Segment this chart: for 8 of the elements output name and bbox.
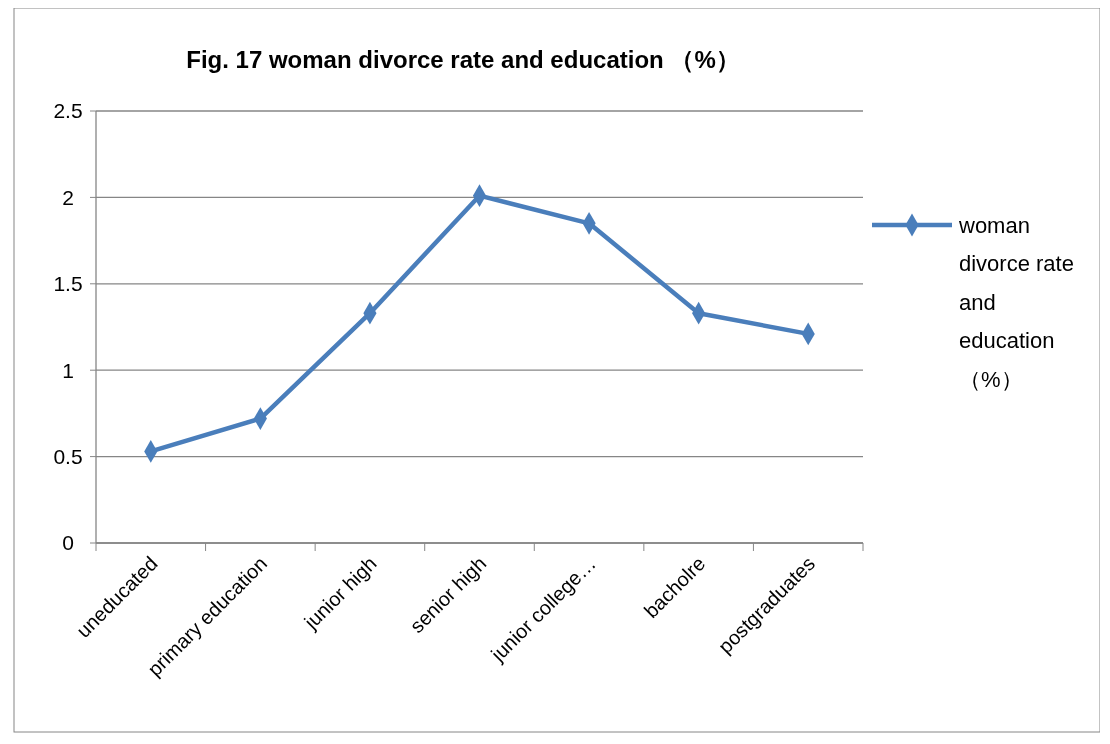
legend-label: woman divorce rate and education （%） bbox=[958, 212, 1074, 392]
y-tick-label: 2 bbox=[62, 185, 74, 209]
y-tick-label: 0.5 bbox=[53, 444, 83, 468]
y-tick-label: 0 bbox=[62, 531, 74, 555]
y-tick-label: 2.5 bbox=[53, 99, 83, 123]
y-tick-label: 1 bbox=[62, 358, 74, 382]
chart-title: Fig. 17 woman divorce rate and education （%） bbox=[186, 46, 740, 73]
y-tick-label: 1.5 bbox=[53, 272, 83, 296]
